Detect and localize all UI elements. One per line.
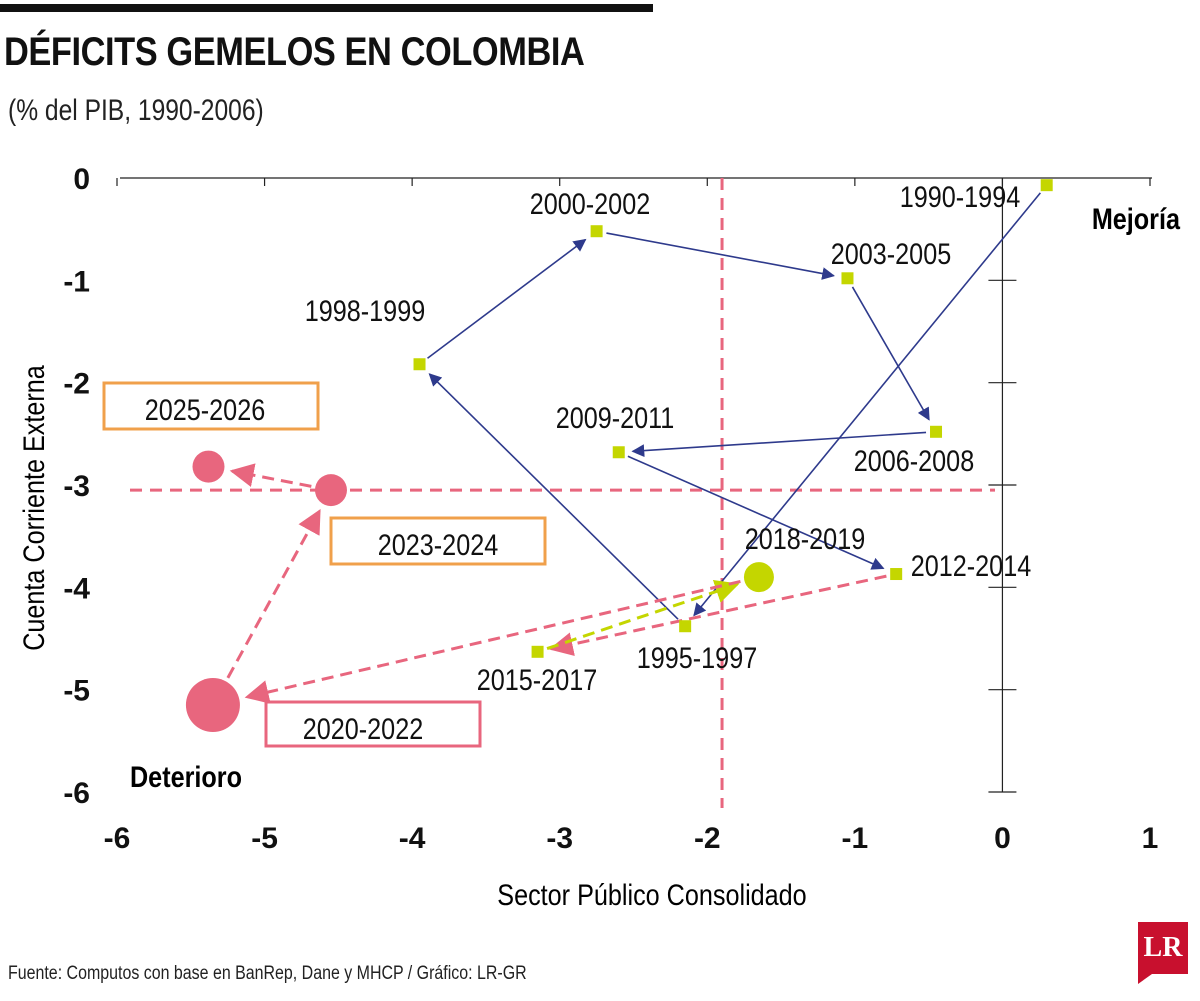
quadrant-label-improve: Mejoría — [1092, 202, 1181, 236]
quadrant-label-deteriorate: Deterioro — [130, 760, 242, 794]
arrow-2009-2011-to-2012-2014 — [627, 455, 885, 570]
point-label-1990-1994: 1990-1994 — [900, 180, 1020, 214]
y-tick-label: -3 — [63, 470, 90, 503]
y-tick-label: -4 — [63, 572, 90, 605]
point-label-1998-1999: 1998-1999 — [305, 294, 425, 328]
y-tick-label: -2 — [63, 368, 90, 401]
y-tick-label: -5 — [63, 675, 90, 708]
axes-layer: -6 -5 -4 -3 -2 -1 0 1 0 -1 -2 -3 -4 -5 -6 — [63, 163, 1158, 855]
x-tick-label: -3 — [546, 822, 573, 855]
arrow-2015-2017-to-2018-2019 — [546, 579, 740, 651]
point-2012-2014 — [890, 568, 903, 581]
x-tick-label: 1 — [1142, 822, 1159, 855]
y-tick-label: 0 — [73, 163, 90, 196]
point-2015-2017 — [531, 645, 544, 658]
point-2006-2008 — [930, 425, 943, 438]
reference-lines-layer — [130, 178, 995, 808]
arrow-2012-2014-to-2015-2017 — [548, 574, 887, 656]
point-2009-2011 — [612, 446, 625, 459]
point-label-2009-2011: 2009-2011 — [556, 401, 675, 435]
arrow-2020-2022-to-2023-2024 — [226, 509, 321, 679]
source-note: Fuente: Computos con base en BanRep, Dan… — [8, 963, 527, 984]
x-tick-label: -5 — [251, 822, 278, 855]
x-tick-label: -6 — [104, 822, 131, 855]
point-label-2025-2026: 2025-2026 — [145, 393, 265, 427]
y-tick-label: -1 — [63, 265, 90, 298]
point-label-2015-2017: 2015-2017 — [477, 663, 597, 697]
logo-text: LR — [1143, 932, 1183, 963]
arrow-2006-2008-to-2009-2011 — [631, 431, 927, 457]
point-1998-1999 — [413, 358, 426, 371]
point-label-2006-2008: 2006-2008 — [854, 444, 974, 478]
label-box-2020-2022 — [264, 700, 482, 748]
point-2018-2019 — [743, 562, 774, 593]
point-2025-2026 — [192, 450, 225, 483]
x-tick-label: 0 — [994, 822, 1011, 855]
point-1995-1997 — [679, 620, 692, 633]
points-layer — [185, 179, 1053, 733]
point-label-2012-2014: 2012-2014 — [911, 549, 1031, 583]
arrow-2000-2002-to-2003-2005 — [606, 232, 835, 280]
lr-logo: LR — [1138, 922, 1188, 984]
point-label-2018-2019: 2018-2019 — [745, 522, 865, 556]
y-tick-label: -6 — [63, 777, 90, 810]
label-box-2023-2024 — [329, 516, 547, 566]
point-label-2000-2002: 2000-2002 — [530, 187, 650, 221]
arrow-2018-2019-to-2020-2022 — [244, 579, 741, 704]
arrow-2003-2005-to-2006-2008 — [851, 286, 930, 421]
arrows-layer — [226, 192, 1041, 704]
point-label-2023-2024: 2023-2024 — [378, 528, 498, 562]
point-2020-2022 — [185, 678, 240, 733]
point-1990-1994 — [1040, 179, 1053, 192]
x-tick-label: -4 — [399, 822, 426, 855]
arrow-1998-1999-to-2000-2002 — [427, 238, 587, 359]
point-label-2020-2022: 2020-2022 — [303, 712, 423, 746]
point-2000-2002 — [590, 225, 603, 238]
label-box-2025-2026 — [102, 381, 320, 431]
chart-subtitle: (% del PIB, 1990-2006) — [8, 94, 264, 127]
arrow-2023-2024-to-2025-2026 — [229, 463, 312, 488]
top-rule — [0, 4, 653, 12]
arrow-1990-1994-to-1995-1997 — [693, 192, 1041, 617]
x-tick-label: -2 — [694, 822, 721, 855]
point-2023-2024 — [314, 474, 347, 507]
label-boxes-layer — [102, 381, 547, 748]
arrow-1995-1997-to-1998-1999 — [428, 373, 679, 620]
y-axis-title: Cuenta Corriente Externa — [17, 365, 51, 651]
point-label-1995-1997: 1995-1997 — [637, 641, 757, 675]
x-axis-title: Sector Público Consolidado — [497, 878, 806, 912]
x-tick-label: -1 — [842, 822, 869, 855]
point-2003-2005 — [841, 272, 854, 285]
point-label-2003-2005: 2003-2005 — [831, 237, 951, 271]
chart-title: DÉFICITS GEMELOS EN COLOMBIA — [4, 30, 585, 74]
point-labels-layer: 1990-1994 1995-1997 1998-1999 2000-2002 2003… — [145, 180, 1031, 746]
